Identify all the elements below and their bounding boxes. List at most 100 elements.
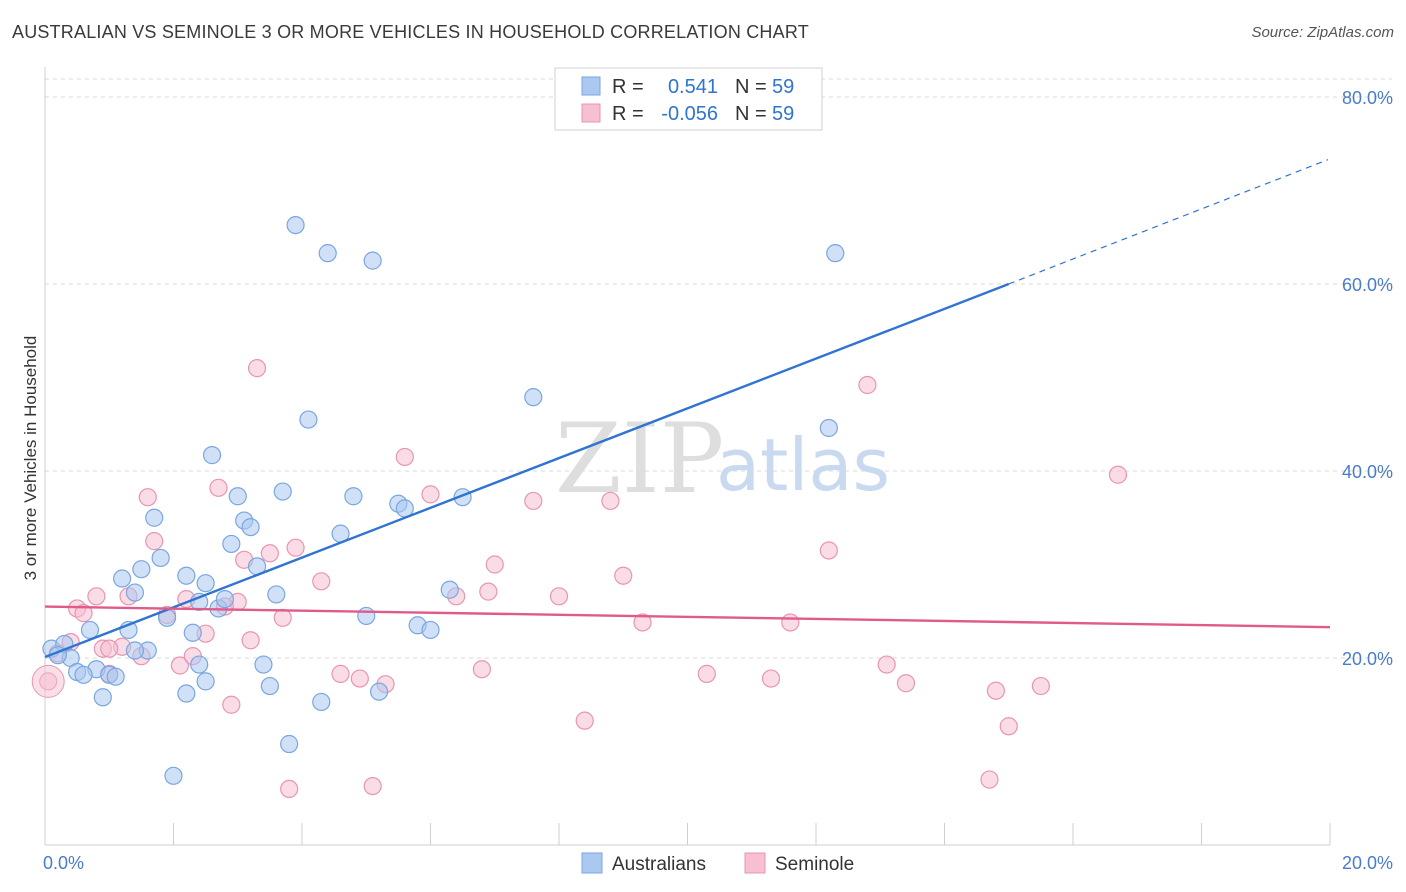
seminole-point-52 (980, 770, 999, 789)
x-tick-label-0: 0.0% (43, 853, 84, 873)
seminole-point-11 (138, 488, 157, 507)
australians-point-19 (190, 655, 209, 674)
seminole-point-large (31, 664, 65, 698)
australians-point-56 (145, 508, 164, 527)
australians-point-20 (196, 672, 215, 691)
seminole-point-34 (421, 485, 440, 504)
watermark-zip: ZIP (555, 403, 724, 515)
seminole-point-36 (472, 660, 491, 679)
australians-point-42 (421, 620, 440, 640)
bottom-legend-swatch-australians (581, 852, 603, 874)
australians-point-47 (819, 418, 838, 438)
australians-point-50 (241, 517, 260, 537)
australians-point-34 (312, 692, 331, 712)
seminole-point-46 (761, 669, 781, 688)
australians-point-32 (286, 215, 305, 235)
y-tick-label-3: 80.0% (1342, 88, 1393, 108)
australians-point-9 (112, 569, 132, 588)
seminole-point-48 (819, 541, 838, 560)
seminole-point-49 (858, 375, 877, 395)
seminole-point-41 (575, 711, 594, 730)
australians-point-24 (222, 534, 241, 554)
australians-point-12 (132, 560, 151, 579)
australians-point-16 (164, 766, 183, 785)
australians-point-31 (280, 734, 299, 754)
australians-point-8 (106, 667, 125, 686)
bottom-legend-australians: Australians (612, 854, 706, 875)
australians-point-45 (524, 388, 543, 407)
australians-point-30 (267, 585, 286, 604)
seminole-point-51 (896, 674, 916, 693)
seminole-point-31 (363, 776, 382, 796)
australians-point-52 (357, 606, 376, 626)
seminole-point-33 (395, 447, 414, 467)
legend-swatch-australians (581, 76, 601, 96)
australians-point-25 (228, 487, 247, 506)
seminole-point-39 (524, 491, 543, 511)
seminole-point-54 (999, 717, 1018, 736)
seminole-point-43 (614, 566, 633, 585)
y-tick-label-2: 60.0% (1342, 275, 1393, 295)
y-tick-label-0: 20.0% (1342, 649, 1393, 669)
seminole-point-27 (286, 538, 305, 557)
australians-point-6 (93, 688, 112, 707)
australians-point-18 (183, 623, 202, 642)
seminole-point-24 (260, 544, 279, 563)
stats-legend: R = 0.541 N = 59 R = -0.056 N = 59 (554, 67, 823, 131)
watermark-atlas: atlas (716, 423, 890, 507)
seminole-point-56 (1108, 465, 1128, 484)
watermark: ZIP atlas (555, 403, 890, 515)
seminole-point-42 (601, 491, 620, 511)
australians-point-46 (826, 244, 845, 263)
australians-point-14 (151, 548, 170, 568)
y-tick-labels: 20.0% 40.0% 60.0% 80.0% (1342, 88, 1393, 669)
seminole-point-28 (312, 572, 331, 591)
australians-trend-extension (1008, 159, 1329, 285)
seminole-point-37 (479, 582, 498, 601)
australians-point-29 (260, 676, 279, 696)
legend-swatch-seminole (581, 103, 601, 123)
australians-trend-line (44, 282, 1010, 659)
series-legend: Australians Seminole (581, 852, 854, 875)
seminole-trend-line (44, 605, 1331, 629)
australians-point-23 (215, 589, 234, 609)
australians-point-57 (273, 482, 292, 501)
chart-title: AUSTRALIAN VS SEMINOLE 3 OR MORE VEHICLE… (12, 22, 809, 42)
seminole-point-4 (74, 604, 93, 623)
australians-point-43 (440, 580, 459, 599)
seminole-point-14 (170, 656, 190, 675)
seminole-point-44 (633, 613, 652, 632)
seminole-points (31, 359, 1128, 799)
seminole-point-19 (222, 695, 241, 714)
australians-point-36 (344, 487, 363, 506)
seminole-point-18 (209, 478, 228, 497)
seminole-point-12 (145, 532, 164, 551)
legend-r-label-1: R = (612, 76, 644, 98)
grid-lines (45, 78, 1392, 659)
australians-points (42, 215, 845, 785)
seminole-point-55 (1031, 676, 1050, 696)
axes (44, 67, 1331, 846)
trend-lines (44, 159, 1331, 659)
seminole-point-30 (350, 669, 369, 688)
australians-point-37 (363, 251, 382, 270)
seminole-point-5 (87, 587, 106, 606)
australians-point-33 (299, 410, 318, 429)
seminole-point-25 (273, 608, 292, 627)
y-axis-label: 3 or more Vehicles in Household (21, 336, 40, 581)
seminole-point-26 (280, 779, 299, 799)
australians-point-4 (80, 620, 100, 640)
seminole-point-57 (100, 639, 119, 658)
legend-n-label-2: N = (735, 103, 767, 125)
legend-n-label-1: N = (735, 76, 767, 98)
australians-point-11 (125, 583, 145, 602)
seminole-point-40 (549, 587, 569, 606)
x-tick-label-1: 20.0% (1342, 853, 1393, 873)
seminole-point-38 (485, 555, 504, 574)
australians-point-21 (202, 446, 222, 465)
legend-r-label-2: R = (612, 103, 644, 125)
seminole-point-45 (697, 664, 716, 683)
y-tick-label-1: 40.0% (1342, 462, 1393, 482)
seminole-point-50 (877, 655, 896, 674)
